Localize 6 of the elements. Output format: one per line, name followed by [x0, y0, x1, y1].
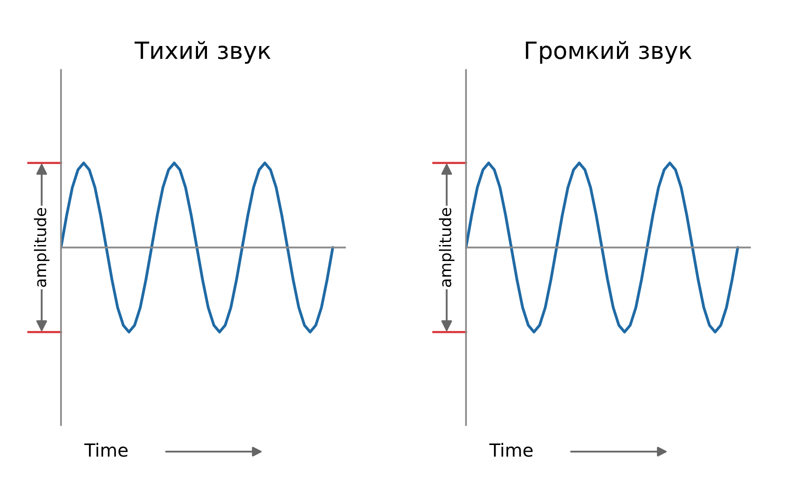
text: Time — [84, 442, 128, 457]
chart-title: Тихий звук — [134, 41, 271, 64]
text: amplitude — [34, 208, 50, 287]
chart-title: Громкий звук — [526, 41, 692, 64]
text: amplitude — [438, 208, 454, 287]
text: Time — [489, 442, 533, 457]
